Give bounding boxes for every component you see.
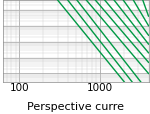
Text: 1000: 1000 [87, 82, 113, 92]
X-axis label: Perspective curre: Perspective curre [27, 101, 124, 111]
Text: 100: 100 [9, 82, 29, 92]
